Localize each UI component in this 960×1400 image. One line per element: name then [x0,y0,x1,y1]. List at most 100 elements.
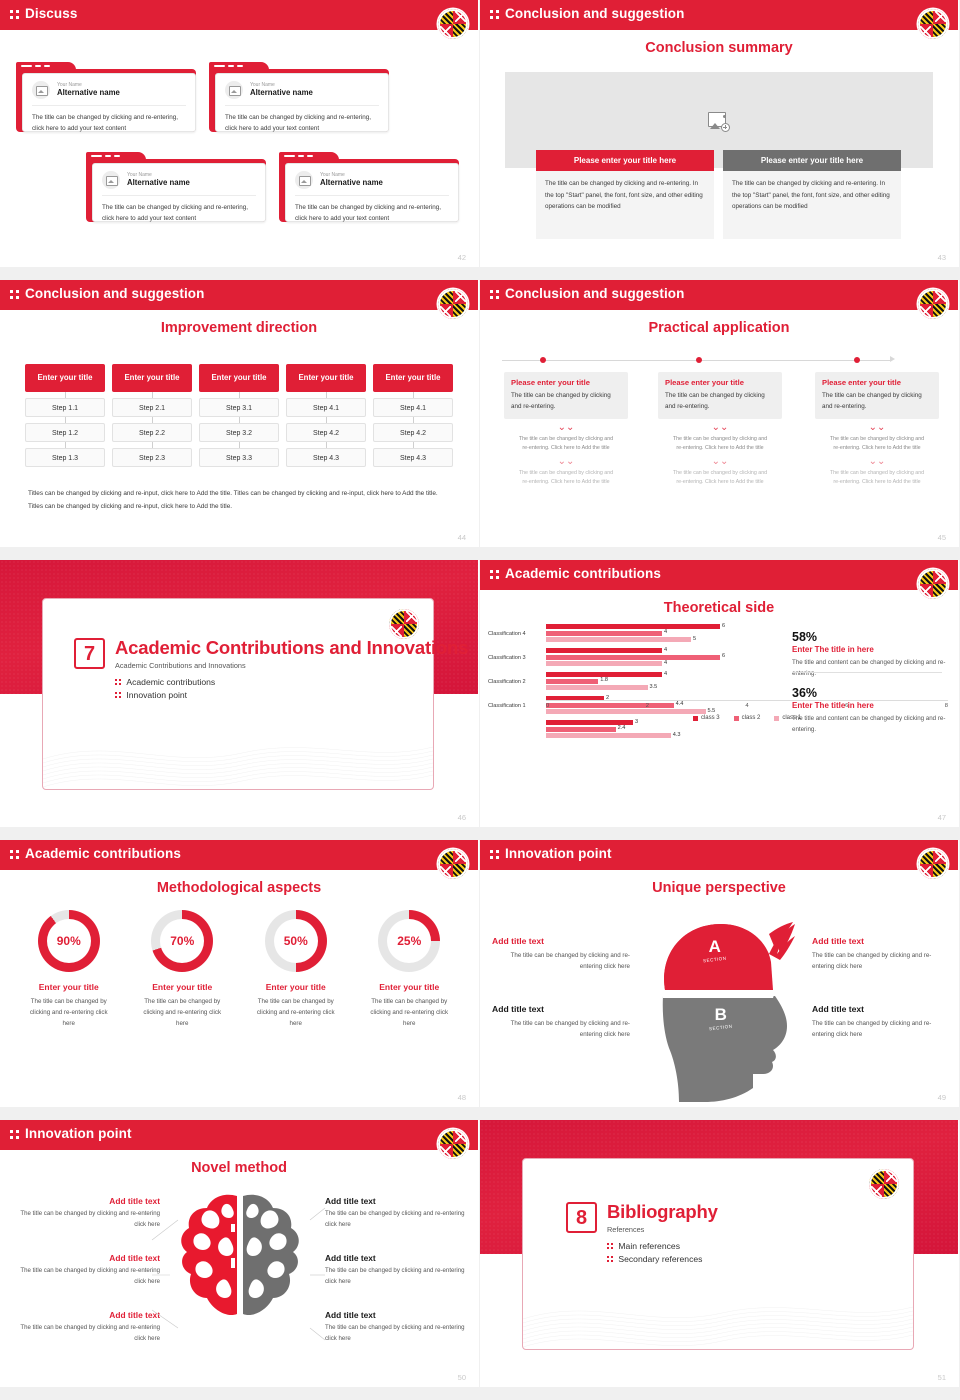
block-text: The title can be changed by clicking and… [20,1210,160,1228]
column-header-button[interactable]: Enter your title [286,364,366,392]
header-dots-icon [490,290,499,301]
page-number: 51 [937,1373,946,1382]
bullet-dots-icon [115,678,122,686]
folder-name-big: Alternative name [320,177,383,187]
method-block: Add title text The title can be changed … [325,1196,475,1231]
maryland-crest-logo-icon [438,1129,468,1159]
step-cell[interactable]: Step 4.3 [286,448,366,467]
header-dots-icon [490,10,499,21]
block-text: The title can be changed by clicking and… [510,1020,630,1039]
slide-section-seven: 7 Academic Contributions and Innovations… [0,560,480,840]
chart-bar: 4.3 [546,732,680,739]
folder-card[interactable]: Your Name Alternative name The title can… [209,62,389,132]
page-number: 44 [457,533,466,542]
chart-legend-item[interactable]: class 3 [692,715,720,721]
chart-bar-value: 4 [664,629,668,636]
timeline-title: Please enter your title [511,378,590,387]
list-item[interactable]: Secondary references [607,1254,718,1264]
chart-tick-label: 2 [645,703,649,709]
donut-item: 25% Enter your title The title can be ch… [353,910,467,1029]
summary-column: Please enter your title here The title c… [536,150,714,239]
step-cell[interactable]: Step 4.2 [373,423,453,442]
column-header-button[interactable]: Enter your title [373,364,453,392]
folder-card[interactable]: Your Name Alternative name The title can… [86,152,266,222]
folder-card[interactable]: Your Name Alternative name The title can… [16,62,196,132]
column-title-bar[interactable]: Please enter your title here [723,150,901,171]
list-item[interactable]: Academic contributions [115,677,468,687]
timeline-box[interactable]: Please enter your title The title can be… [504,372,628,419]
chart-bar: 3 [546,719,638,726]
chart-bar: 4 [546,647,667,654]
folder-body-text: The title can be changed by clicking and… [225,114,371,133]
column-body-text: The title can be changed by clicking and… [536,171,714,239]
header-title: Discuss [25,6,78,21]
list-item[interactable]: Main references [607,1241,718,1251]
list-item-label: Secondary references [618,1253,703,1264]
donut-ring: 90% [37,910,100,972]
timeline-box[interactable]: Please enter your title The title can be… [658,372,782,419]
chart-row: Classification 4 6 4 5 [488,622,778,646]
column-header-button[interactable]: Enter your title [25,364,105,392]
legend-label: class 1 [782,715,802,721]
column-body-text: The title can be changed by clicking and… [723,171,901,239]
section-subtitle: References [607,1224,645,1234]
column-header-button[interactable]: Enter your title [112,364,192,392]
brain-icon [181,1192,299,1316]
brain-diagram [175,1188,305,1328]
step-cell[interactable]: Step 2.2 [112,423,192,442]
timeline-arrow-icon [890,356,895,362]
step-cell[interactable]: Step 4.1 [373,398,453,417]
maryland-crest-logo-icon [918,289,948,319]
step-cell[interactable]: Step 4.3 [373,448,453,467]
head-silhouette-icon [662,922,795,1102]
chart-bar: 1.8 [546,677,608,684]
block-text: The title can be changed by clicking and… [812,1020,932,1039]
legend-swatch-icon [733,715,739,721]
step-cell[interactable]: Step 1.3 [25,448,105,467]
timeline-box[interactable]: Please enter your title The title can be… [815,372,939,419]
donut-percent: 90% [46,919,91,963]
bullet-dots-icon [607,1242,614,1250]
step-cell[interactable]: Step 1.1 [25,398,105,417]
chart-bar-value: 5.5 [707,707,716,714]
step-cell[interactable]: Step 3.1 [199,398,279,417]
slide-header-bar: Conclusion and suggestion [0,280,478,319]
timeline-title: Please enter your title [665,378,744,387]
list-item[interactable]: Innovation point [115,690,468,700]
section-content: 8 Bibliography References Main reference… [566,1202,718,1264]
step-cell[interactable]: Step 1.2 [25,423,105,442]
image-add-icon[interactable] [708,112,730,132]
chart-legend-item[interactable]: class 1 [774,715,801,721]
method-block: Add title text The title can be changed … [10,1196,160,1231]
chart-bar-value: 3.5 [649,683,658,690]
step-cell[interactable]: Step 2.1 [112,398,192,417]
kpi-divider [792,672,942,673]
step-cell[interactable]: Step 3.2 [199,423,279,442]
step-cell[interactable]: Step 4.2 [286,423,366,442]
block-text: The title can be changed by clicking and… [812,952,932,971]
maryland-crest-logo-icon [438,289,468,319]
chart-bar-value: 5 [693,635,697,642]
image-placeholder-icon [295,171,313,189]
kpi-number: 36% [792,686,818,700]
block-title: Add title text [812,1004,865,1014]
section-letter: B [714,1005,727,1024]
section-content: 7 Academic Contributions and Innovations… [74,638,468,700]
maryland-crest-logo-icon [869,1169,899,1199]
chart-legend-item[interactable]: class 2 [733,715,760,721]
step-cell[interactable]: Step 4.1 [286,398,366,417]
section-list: Academic contributions Innovation point [115,677,468,700]
header-title: Conclusion and suggestion [25,286,205,301]
donut-item: 70% Enter your title The title can be ch… [126,910,240,1029]
bullet-dots-icon [115,691,122,699]
donut-title: Enter your title [265,982,326,992]
chart-bar-value: 4 [664,659,668,666]
kpi-title: Enter The title in here [792,701,874,710]
column-title-bar[interactable]: Please enter your title here [536,150,714,171]
folder-card[interactable]: Your Name Alternative name The title can… [279,152,459,222]
slide-title: Conclusion summary [645,40,793,56]
column-header-button[interactable]: Enter your title [199,364,279,392]
step-cell[interactable]: Step 2.3 [112,448,192,467]
header-dots-icon [10,850,19,861]
step-cell[interactable]: Step 3.3 [199,448,279,467]
